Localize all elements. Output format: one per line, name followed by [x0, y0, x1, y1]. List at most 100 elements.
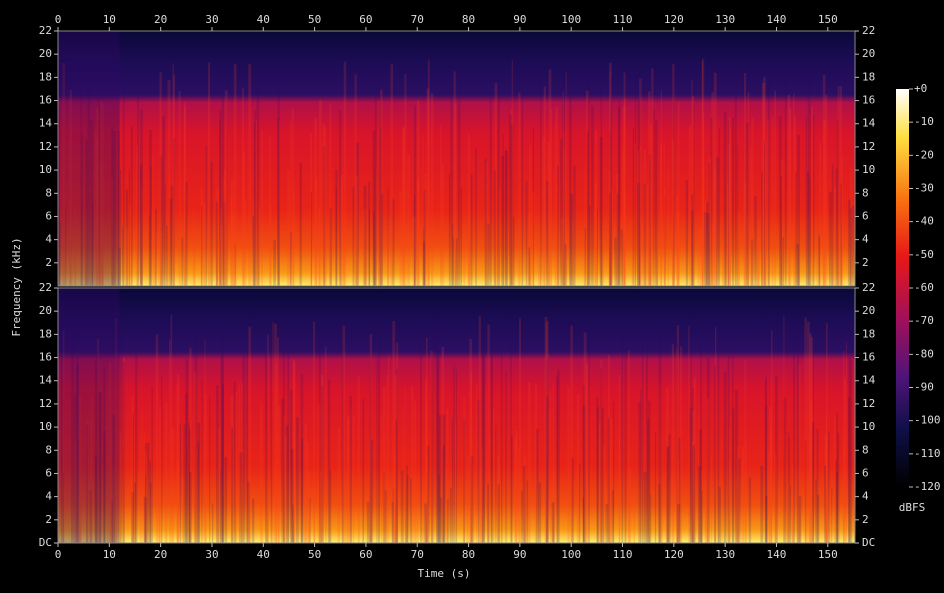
- texture: [692, 444, 696, 543]
- texture: [646, 342, 648, 543]
- texture: [584, 228, 587, 286]
- texture: [307, 470, 310, 543]
- texture: [216, 188, 220, 286]
- texture: [831, 218, 834, 286]
- texture: [638, 78, 642, 286]
- texture: [688, 124, 692, 286]
- texture: [732, 407, 735, 543]
- texture: [783, 315, 785, 543]
- texture: [290, 448, 294, 543]
- texture: [400, 470, 404, 543]
- colorbar-tick-label: -80: [914, 347, 934, 360]
- texture: [151, 386, 153, 543]
- texture: [343, 61, 347, 286]
- x-tick-label: 30: [205, 548, 218, 561]
- texture: [663, 189, 667, 286]
- texture: [825, 414, 828, 543]
- texture: [423, 228, 425, 286]
- texture: [204, 339, 206, 543]
- texture: [602, 444, 606, 543]
- y-tick-label: 16: [39, 94, 52, 107]
- texture: [79, 395, 82, 543]
- texture: [546, 396, 549, 543]
- texture: [614, 237, 617, 286]
- texture: [851, 205, 855, 286]
- texture: [525, 180, 528, 286]
- texture: [544, 316, 548, 543]
- texture: [299, 162, 302, 286]
- texture: [700, 470, 703, 543]
- texture: [721, 243, 725, 286]
- texture: [692, 96, 695, 286]
- texture: [569, 96, 572, 286]
- texture: [467, 134, 471, 286]
- texture: [374, 167, 378, 286]
- texture: [811, 106, 814, 287]
- texture: [442, 414, 446, 543]
- plot-frame: [57, 30, 856, 287]
- colorbar-tick-label: -60: [914, 281, 934, 294]
- texture: [342, 325, 346, 543]
- texture: [825, 94, 828, 286]
- texture: [828, 489, 831, 543]
- texture: [183, 106, 186, 286]
- texture: [394, 374, 398, 543]
- texture: [661, 478, 663, 543]
- texture: [833, 416, 836, 543]
- texture: [438, 475, 441, 543]
- texture: [90, 119, 94, 286]
- texture: [396, 368, 399, 543]
- texture: [470, 483, 472, 543]
- texture: [737, 211, 741, 286]
- texture: [774, 454, 777, 543]
- quiet-intro: [58, 31, 120, 286]
- texture: [300, 438, 304, 543]
- texture: [207, 62, 211, 286]
- x-tick-label: 130: [715, 548, 735, 561]
- texture: [155, 230, 157, 286]
- texture: [478, 315, 481, 543]
- texture: [183, 424, 186, 543]
- texture: [656, 223, 659, 286]
- texture: [601, 239, 604, 286]
- texture: [442, 495, 444, 543]
- texture: [765, 223, 767, 286]
- texture: [58, 107, 61, 287]
- texture: [292, 504, 294, 543]
- texture: [217, 428, 221, 543]
- texture: [405, 465, 407, 543]
- texture: [609, 130, 611, 286]
- texture: [768, 77, 770, 286]
- texture: [545, 321, 549, 543]
- y-tick-label: 2: [862, 513, 869, 526]
- texture: [441, 346, 445, 543]
- texture: [96, 338, 100, 543]
- texture: [487, 324, 490, 543]
- texture: [850, 166, 853, 286]
- texture: [424, 173, 427, 286]
- texture: [145, 475, 147, 543]
- texture: [798, 495, 802, 543]
- texture: [588, 333, 590, 543]
- texture: [341, 335, 344, 543]
- texture: [413, 195, 416, 286]
- texture: [824, 465, 827, 543]
- texture: [706, 212, 710, 286]
- texture: [99, 391, 102, 543]
- texture: [422, 490, 425, 543]
- texture: [849, 360, 853, 543]
- texture: [536, 428, 539, 543]
- texture: [444, 468, 447, 543]
- texture: [822, 74, 826, 286]
- texture: [500, 339, 503, 543]
- texture: [435, 338, 438, 543]
- texture: [131, 492, 134, 543]
- texture: [99, 163, 102, 286]
- texture: [329, 470, 332, 543]
- texture: [176, 462, 180, 543]
- texture: [745, 122, 749, 286]
- texture: [111, 179, 114, 286]
- texture: [798, 364, 801, 543]
- texture: [455, 241, 457, 286]
